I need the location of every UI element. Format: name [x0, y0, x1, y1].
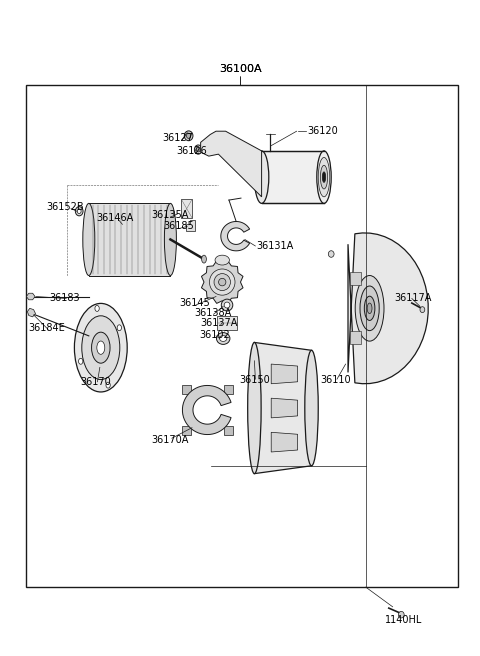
- Polygon shape: [89, 203, 170, 276]
- Ellipse shape: [194, 145, 202, 154]
- Text: 36131A: 36131A: [257, 241, 294, 251]
- Ellipse shape: [184, 131, 193, 140]
- Ellipse shape: [82, 316, 120, 380]
- Text: 36135A: 36135A: [152, 210, 189, 220]
- Ellipse shape: [95, 306, 99, 312]
- Text: 36100A: 36100A: [219, 64, 261, 74]
- Polygon shape: [182, 386, 231, 434]
- Text: 36100A: 36100A: [219, 64, 261, 74]
- FancyBboxPatch shape: [350, 272, 361, 285]
- Text: 36150: 36150: [239, 375, 270, 386]
- FancyBboxPatch shape: [224, 384, 233, 394]
- Text: 36146A: 36146A: [96, 213, 134, 224]
- Ellipse shape: [106, 382, 110, 388]
- FancyBboxPatch shape: [224, 426, 233, 436]
- Ellipse shape: [79, 358, 83, 364]
- Text: 36127: 36127: [162, 133, 193, 143]
- Ellipse shape: [360, 286, 379, 331]
- Polygon shape: [26, 293, 35, 300]
- Text: 36185: 36185: [163, 221, 194, 232]
- Ellipse shape: [317, 151, 331, 203]
- Ellipse shape: [83, 203, 95, 276]
- Ellipse shape: [254, 151, 269, 203]
- Polygon shape: [202, 261, 243, 303]
- Ellipse shape: [75, 207, 83, 216]
- Ellipse shape: [248, 342, 261, 474]
- Text: 1140HL: 1140HL: [384, 615, 422, 625]
- Ellipse shape: [221, 299, 233, 311]
- Ellipse shape: [355, 276, 384, 341]
- Ellipse shape: [224, 302, 230, 308]
- Text: 36117A: 36117A: [394, 293, 432, 304]
- Text: 36183: 36183: [49, 293, 80, 304]
- FancyBboxPatch shape: [181, 384, 191, 394]
- Ellipse shape: [196, 147, 200, 152]
- Ellipse shape: [209, 269, 235, 295]
- Text: 36184E: 36184E: [29, 323, 65, 333]
- FancyBboxPatch shape: [350, 331, 361, 344]
- Text: 36126: 36126: [177, 146, 207, 156]
- Text: 36110: 36110: [321, 375, 351, 386]
- Ellipse shape: [398, 611, 404, 618]
- Polygon shape: [201, 131, 262, 197]
- Ellipse shape: [92, 332, 110, 363]
- Polygon shape: [262, 151, 324, 203]
- Ellipse shape: [97, 341, 105, 354]
- Text: 36152B: 36152B: [46, 201, 84, 212]
- Ellipse shape: [218, 278, 226, 286]
- Text: 36170A: 36170A: [152, 434, 189, 445]
- Polygon shape: [348, 233, 428, 384]
- Text: 36170: 36170: [81, 377, 111, 387]
- Ellipse shape: [202, 255, 206, 263]
- Ellipse shape: [367, 303, 372, 314]
- Ellipse shape: [164, 203, 177, 276]
- FancyBboxPatch shape: [217, 316, 237, 330]
- Text: 36102: 36102: [199, 329, 230, 340]
- Ellipse shape: [214, 274, 230, 291]
- Ellipse shape: [328, 251, 334, 257]
- Polygon shape: [27, 308, 36, 317]
- Polygon shape: [186, 220, 195, 231]
- Ellipse shape: [323, 172, 325, 182]
- FancyBboxPatch shape: [181, 426, 191, 436]
- Polygon shape: [271, 432, 298, 452]
- Ellipse shape: [305, 350, 318, 466]
- Ellipse shape: [318, 157, 330, 197]
- Ellipse shape: [321, 165, 327, 189]
- Ellipse shape: [117, 325, 121, 331]
- Polygon shape: [254, 342, 312, 474]
- Ellipse shape: [186, 133, 191, 138]
- Text: 36120: 36120: [307, 126, 338, 136]
- Ellipse shape: [74, 303, 127, 392]
- Text: 36145: 36145: [179, 298, 210, 308]
- Ellipse shape: [220, 335, 227, 341]
- Ellipse shape: [420, 307, 425, 313]
- Ellipse shape: [215, 255, 229, 265]
- Text: 36137A: 36137A: [201, 318, 238, 329]
- Ellipse shape: [364, 296, 375, 321]
- Polygon shape: [181, 199, 192, 218]
- Ellipse shape: [216, 333, 230, 344]
- Polygon shape: [271, 364, 298, 384]
- Polygon shape: [221, 222, 250, 251]
- Polygon shape: [271, 398, 298, 418]
- Text: 36138A: 36138A: [194, 308, 231, 318]
- Ellipse shape: [77, 209, 81, 214]
